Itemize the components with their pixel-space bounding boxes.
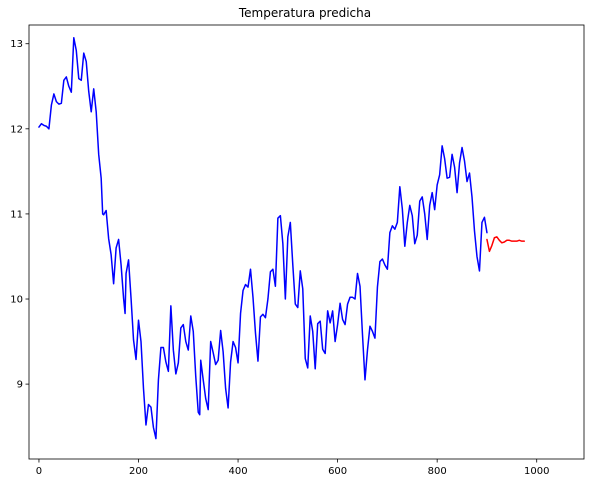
series-line-2 <box>486 236 526 253</box>
x-tick-label: 0 <box>36 466 42 477</box>
y-tick-label: 11 <box>10 209 23 220</box>
x-tick-label: 400 <box>229 466 248 477</box>
x-tick-label: 800 <box>428 466 447 477</box>
axes: 0 200 400 600 800 1000 9 10 11 12 13 <box>10 24 585 477</box>
series-line-1 <box>38 37 488 440</box>
x-tick-label: 1000 <box>524 466 549 477</box>
y-tick-label: 9 <box>17 380 23 391</box>
chart-title: Temperatura predicha <box>238 6 371 20</box>
x-tick-label: 600 <box>328 466 347 477</box>
y-tick-label: 10 <box>10 295 23 306</box>
x-tick-label: 200 <box>129 466 148 477</box>
axes-frame <box>28 24 585 460</box>
plot-area <box>38 37 526 440</box>
y-tick-label: 12 <box>10 124 23 135</box>
y-tick-label: 13 <box>10 39 23 50</box>
